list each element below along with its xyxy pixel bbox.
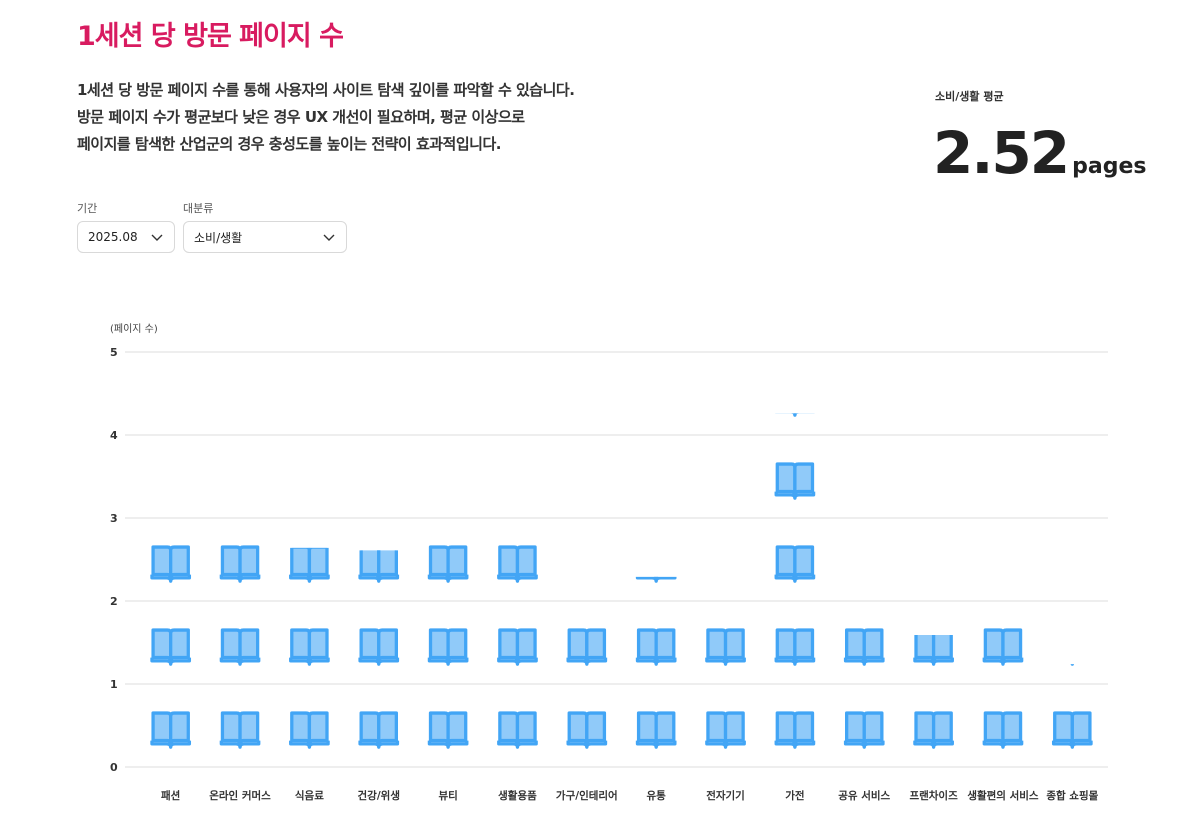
- book-icon: [360, 547, 397, 581]
- book-icon: [291, 713, 328, 747]
- bar-13: [984, 630, 1021, 747]
- book-icon: [776, 713, 813, 747]
- category-select[interactable]: 소비/생활: [183, 221, 347, 253]
- book-icon: [221, 630, 258, 664]
- chevron-down-icon: [323, 234, 335, 241]
- book-icon: [637, 547, 674, 581]
- bar-3: [291, 547, 328, 747]
- bar-6: [499, 547, 536, 747]
- category-filter: 대분류 소비/생활: [183, 200, 347, 253]
- x-tick-label: 생활편의 서비스: [967, 789, 1039, 802]
- period-select-value: 2025.08: [88, 230, 138, 244]
- bar-9: [707, 630, 744, 747]
- book-icon: [1054, 630, 1091, 664]
- book-icon: [568, 713, 605, 747]
- category-filter-label: 대분류: [183, 202, 214, 215]
- bar-11: [846, 630, 883, 747]
- book-icon: [637, 713, 674, 747]
- book-icon: [221, 547, 258, 581]
- bar-12: [915, 630, 952, 747]
- book-icon: [221, 713, 258, 747]
- book-icon: [707, 713, 744, 747]
- bar-1: [152, 547, 189, 747]
- book-icon: [152, 713, 189, 747]
- x-tick-label: 종합 쇼핑몰: [1046, 789, 1098, 802]
- bar-14: [1054, 630, 1091, 747]
- average-unit: pages: [1072, 154, 1147, 179]
- book-icon: [429, 713, 466, 747]
- book-icon: [984, 630, 1021, 664]
- x-tick-label: 패션: [161, 789, 180, 802]
- bar-8: [637, 547, 674, 747]
- book-icon: [776, 464, 813, 498]
- book-icon: [499, 630, 536, 664]
- x-tick-label: 가전: [785, 789, 804, 802]
- average-number: 2.52: [933, 119, 1070, 187]
- category-select-value: 소비/생활: [194, 230, 243, 245]
- book-icon: [776, 547, 813, 581]
- book-icon: [568, 630, 605, 664]
- book-icon: [846, 713, 883, 747]
- period-filter-label: 기간: [77, 202, 98, 215]
- description-line: 1세션 당 방문 페이지 수를 통해 사용자의 사이트 탐색 깊이를 파악할 수…: [77, 81, 575, 99]
- y-tick-label: 3: [110, 512, 118, 525]
- x-tick-label: 공유 서비스: [838, 789, 890, 802]
- description: 1세션 당 방문 페이지 수를 통해 사용자의 사이트 탐색 깊이를 파악할 수…: [77, 77, 717, 158]
- book-icon: [429, 630, 466, 664]
- period-select[interactable]: 2025.08: [77, 221, 175, 253]
- x-tick-label: 식음료: [295, 789, 324, 802]
- bar-5: [429, 547, 466, 747]
- x-tick-label: 전자기기: [706, 789, 745, 802]
- y-axis-title: (페이지 수): [110, 323, 158, 335]
- y-tick-label: 2: [110, 595, 118, 608]
- x-tick-label: 가구/인테리어: [556, 789, 618, 802]
- y-tick-label: 0: [110, 761, 118, 774]
- book-icon: [846, 630, 883, 664]
- description-line: 방문 페이지 수가 평균보다 낮은 경우 UX 개선이 필요하며, 평균 이상으…: [77, 108, 525, 126]
- x-tick-label: 뷰티: [438, 789, 457, 802]
- page-title: 1세션 당 방문 페이지 수: [77, 21, 344, 52]
- book-icon: [568, 547, 605, 581]
- book-icon: [291, 630, 328, 664]
- book-icon: [499, 547, 536, 581]
- bar-10: [776, 381, 813, 747]
- book-icon: [637, 630, 674, 664]
- book-icon: [360, 630, 397, 664]
- average-value: 2.52 pages: [933, 124, 1146, 182]
- pictogram-bar-chart: (페이지 수) 0 1 2 3 4 5 패션 온라인 커머스 식음료 건강/위생 뷰티 생활용품 가구/인…: [110, 323, 1108, 802]
- period-filter: 기간 2025.08: [77, 200, 175, 253]
- book-icon: [707, 630, 744, 664]
- book-icon: [152, 630, 189, 664]
- description-line: 페이지를 탐색한 산업군의 경우 충성도를 높이는 전략이 효과적입니다.: [77, 135, 501, 153]
- y-tick-label: 4: [110, 429, 118, 442]
- chevron-down-icon: [151, 234, 163, 241]
- y-tick-label: 1: [110, 678, 118, 691]
- bar-4: [360, 547, 397, 747]
- book-icon: [291, 547, 328, 581]
- bar-7: [568, 547, 605, 747]
- book-icon: [152, 547, 189, 581]
- x-tick-label: 건강/위생: [358, 789, 400, 802]
- x-tick-label: 온라인 커머스: [209, 789, 271, 802]
- bar-2: [221, 547, 258, 747]
- book-icon: [915, 713, 952, 747]
- book-icon: [499, 713, 536, 747]
- x-tick-label: 프랜차이즈: [909, 789, 958, 802]
- book-icon: [915, 630, 952, 664]
- book-icon: [776, 630, 813, 664]
- book-icon: [360, 713, 397, 747]
- average-label: 소비/생활 평균: [935, 90, 1004, 103]
- y-tick-label: 5: [110, 346, 118, 359]
- x-tick-label: 유통: [647, 790, 667, 802]
- book-icon: [984, 713, 1021, 747]
- book-icon: [776, 381, 813, 415]
- book-icon: [1054, 713, 1091, 747]
- x-tick-label: 생활용품: [498, 789, 537, 802]
- book-icon: [429, 547, 466, 581]
